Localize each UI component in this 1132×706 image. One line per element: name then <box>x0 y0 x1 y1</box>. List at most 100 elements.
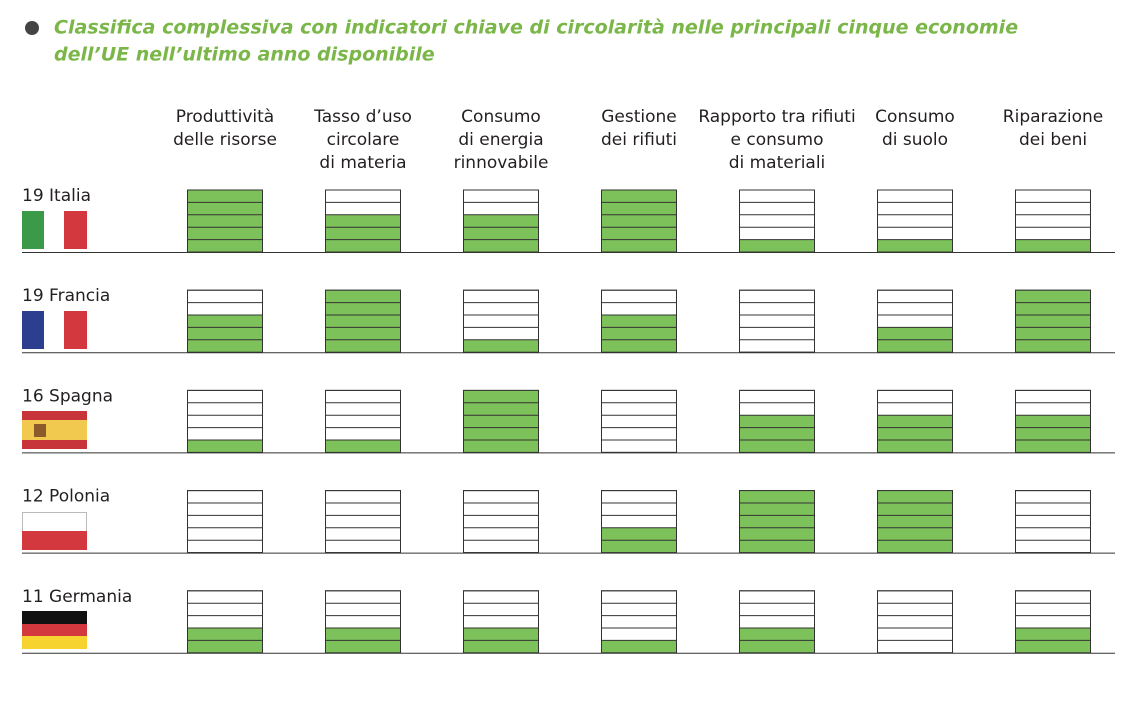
flag-part <box>22 420 87 440</box>
cell-outline <box>877 289 953 353</box>
country-score: 19 <box>22 186 44 206</box>
cell-outline <box>739 189 815 253</box>
chart-title: dell’UE nell’ultimo anno disponibile <box>54 44 435 66</box>
country-name: Spagna <box>49 386 113 406</box>
column-header: Rapporto tra rifiuti <box>698 107 855 127</box>
chart-title: Classifica complessiva con indicatori ch… <box>54 17 1018 39</box>
score-bar <box>1015 415 1091 453</box>
cell-outline <box>1015 389 1091 453</box>
score-bar <box>739 490 815 553</box>
flag-part <box>22 211 44 249</box>
score-bar <box>739 239 815 252</box>
column-header: dei rifiuti <box>601 130 677 150</box>
cell-frame <box>187 490 263 554</box>
column-header: Produttività <box>176 107 274 127</box>
cell-outline <box>877 490 953 554</box>
column-header: di energia <box>458 130 543 150</box>
score-bar <box>877 415 953 453</box>
country-label: 12 Polonia <box>22 487 110 507</box>
cell-outline <box>601 490 677 554</box>
score-bar <box>1015 239 1091 252</box>
country-label: 16 Spagna <box>22 386 113 406</box>
cell-outline <box>877 189 953 253</box>
cell-outline <box>739 289 815 353</box>
column-header: Consumo <box>461 107 541 127</box>
column-header: Consumo <box>875 107 955 127</box>
flag-part <box>22 531 87 550</box>
cell-outline <box>325 590 401 654</box>
score-bar <box>463 390 539 453</box>
score-bar <box>877 490 953 553</box>
flag-part <box>22 311 44 349</box>
country-name: Germania <box>49 587 132 607</box>
country-score: 19 <box>22 286 44 306</box>
flag <box>22 512 87 550</box>
flag-part <box>22 611 87 624</box>
cell-outline <box>877 389 953 453</box>
country-score: 11 <box>22 587 44 607</box>
score-bar <box>601 190 677 252</box>
cell-outline <box>187 289 263 353</box>
score-bar <box>463 339 539 353</box>
flag-part <box>64 211 87 249</box>
column-header: circolare <box>327 130 400 150</box>
column-header: Tasso d’uso <box>313 107 412 127</box>
column-header: rinnovabile <box>454 153 549 173</box>
score-bar <box>739 415 815 453</box>
flag-part <box>64 311 87 349</box>
cell-outline <box>1015 289 1091 353</box>
cell-outline <box>1015 490 1091 554</box>
flag-part <box>34 424 46 437</box>
score-bar <box>877 239 953 252</box>
cell-outline <box>325 289 401 353</box>
country-name: Francia <box>49 286 110 306</box>
bullet <box>25 21 39 35</box>
country-label: 11 Germania <box>22 587 132 607</box>
country-score: 12 <box>22 487 44 507</box>
cell-outline <box>187 590 263 654</box>
cell-outline <box>325 490 401 554</box>
flag-part <box>22 636 87 649</box>
column-header: Gestione <box>601 107 677 127</box>
cell-outline <box>601 289 677 353</box>
score-bar <box>325 440 401 453</box>
country-label: 19 Francia <box>22 286 110 306</box>
flag <box>22 411 87 449</box>
cell-outline <box>325 389 401 453</box>
flag <box>22 311 87 349</box>
column-header: e consumo <box>731 130 824 150</box>
flag <box>22 211 87 249</box>
flag <box>22 611 87 649</box>
score-bar <box>463 214 539 252</box>
column-header: dei beni <box>1019 130 1087 150</box>
flag-part <box>22 624 87 636</box>
cell-outline <box>463 289 539 353</box>
score-bar <box>601 315 677 353</box>
cell-frame <box>463 490 539 554</box>
score-bar <box>1015 290 1091 353</box>
cell-frame <box>601 389 677 453</box>
country-label: 19 Italia <box>22 186 91 206</box>
cell-frame <box>1015 490 1091 554</box>
cell-outline <box>187 490 263 554</box>
cell-outline <box>325 189 401 253</box>
cell-outline <box>463 490 539 554</box>
cell-frame <box>739 289 815 353</box>
country-name: Polonia <box>49 487 110 507</box>
column-header: di materiali <box>729 153 826 173</box>
score-bar <box>187 315 263 353</box>
cell-outline <box>601 389 677 453</box>
score-bar <box>325 290 401 353</box>
column-header: di suolo <box>882 130 948 150</box>
cell-outline <box>187 389 263 453</box>
cell-outline <box>463 389 539 453</box>
score-bar <box>601 640 677 653</box>
cell-outline <box>1015 189 1091 253</box>
cell-outline <box>601 590 677 654</box>
country-score: 16 <box>22 386 44 406</box>
cell-outline <box>601 189 677 253</box>
cell-outline <box>187 189 263 253</box>
cell-outline <box>1015 590 1091 654</box>
column-header: Riparazione <box>1003 107 1103 127</box>
